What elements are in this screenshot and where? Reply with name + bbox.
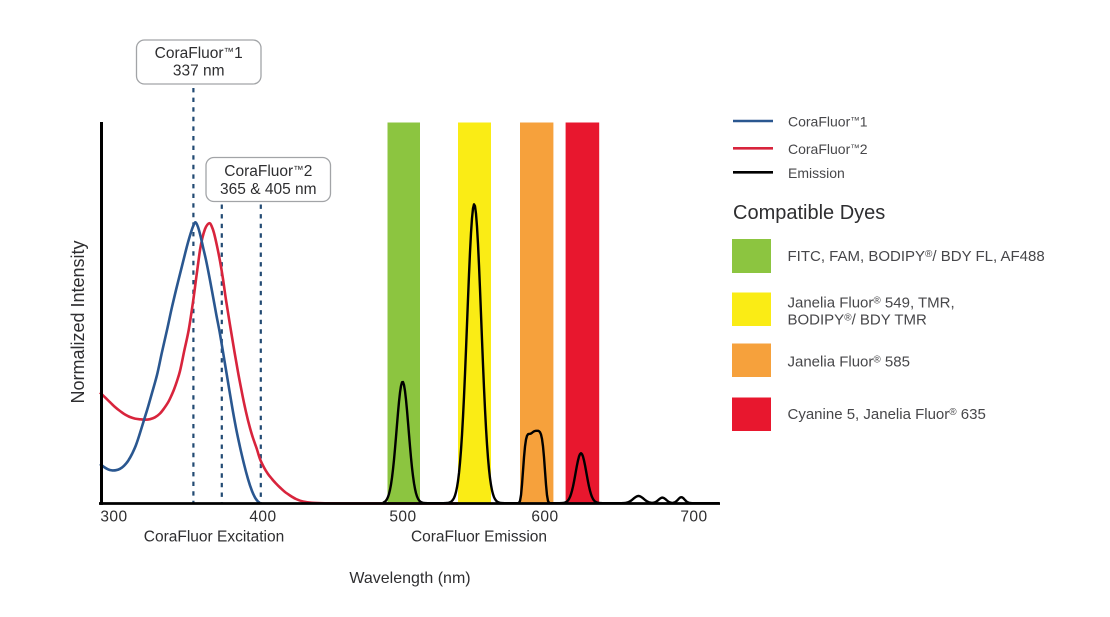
svg-text:365 & 405 nm: 365 & 405 nm xyxy=(220,181,317,198)
svg-text:700: 700 xyxy=(680,509,707,526)
svg-text:FITC, FAM, BODIPY®/ BDY FL, AF: FITC, FAM, BODIPY®/ BDY FL, AF488 xyxy=(788,248,1045,265)
svg-text:337 nm: 337 nm xyxy=(173,63,225,80)
svg-text:Wavelength (nm): Wavelength (nm) xyxy=(349,570,470,587)
svg-text:600: 600 xyxy=(531,509,558,526)
svg-text:BODIPY®/ BDY TMR: BODIPY®/ BDY TMR xyxy=(788,312,928,329)
svg-text:Compatible Dyes: Compatible Dyes xyxy=(733,202,885,224)
svg-text:400: 400 xyxy=(249,509,276,526)
svg-text:CoraFluor™2: CoraFluor™2 xyxy=(224,163,312,180)
svg-text:Janelia Fluor® 585: Janelia Fluor® 585 xyxy=(788,354,910,371)
svg-text:CoraFluor Emission: CoraFluor Emission xyxy=(411,529,547,546)
svg-text:CoraFluor™1: CoraFluor™1 xyxy=(788,114,868,130)
svg-text:Emission: Emission xyxy=(788,165,845,181)
svg-text:CoraFluor™1: CoraFluor™1 xyxy=(155,45,243,62)
svg-text:CoraFluor™2: CoraFluor™2 xyxy=(788,141,868,157)
svg-text:500: 500 xyxy=(389,509,416,526)
svg-text:CoraFluor Excitation: CoraFluor Excitation xyxy=(144,529,284,546)
svg-text:Normalized Intensity: Normalized Intensity xyxy=(68,240,88,403)
svg-text:300: 300 xyxy=(100,509,127,526)
svg-text:Janelia Fluor® 549, TMR,: Janelia Fluor® 549, TMR, xyxy=(788,295,955,312)
svg-text:Cyanine 5, Janelia Fluor® 635: Cyanine 5, Janelia Fluor® 635 xyxy=(788,406,986,423)
